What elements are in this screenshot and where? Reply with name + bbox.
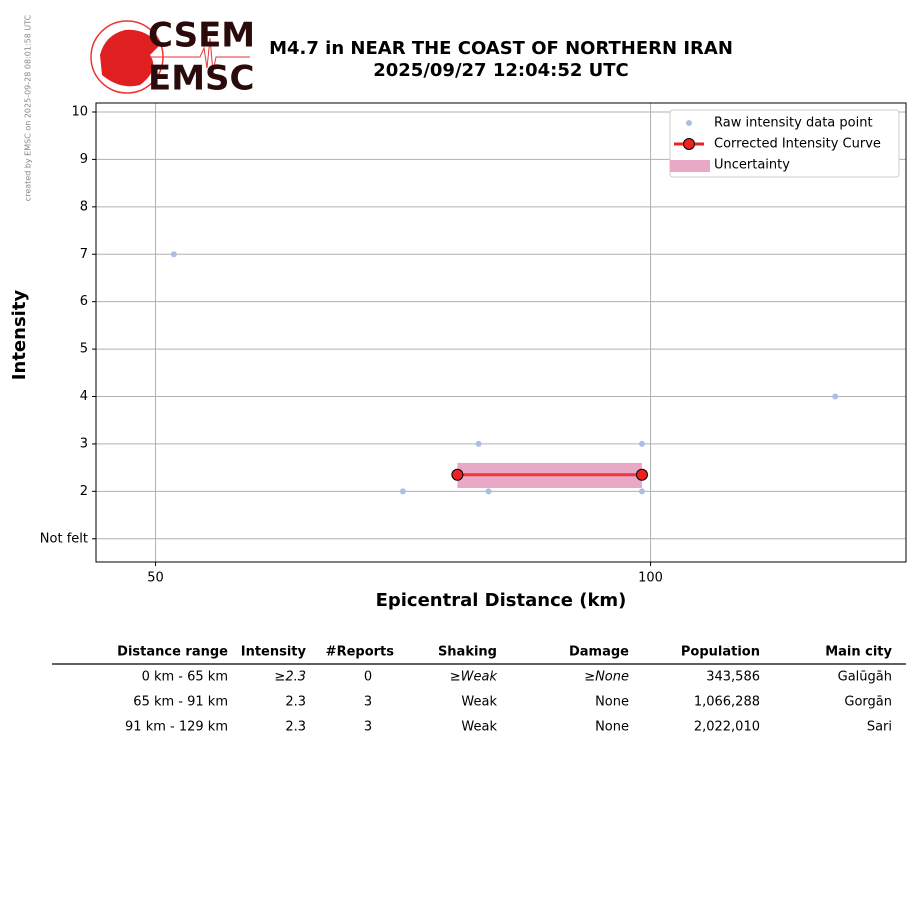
y-tick-label: 4 [80,389,88,404]
legend-label: Uncertainty [714,158,790,173]
table-cell: 2,022,010 [694,720,760,735]
data-point [170,251,177,258]
table-cell: 0 km - 65 km [142,670,228,685]
data-point [832,393,839,400]
logo: CSEM EMSC [90,16,255,99]
table-cell: 2.3 [285,695,306,710]
table-cell: ≥None [584,670,629,685]
y-tick-label: 3 [80,436,88,451]
y-axis-label: Intensity [9,290,30,381]
table-cell: 91 km - 129 km [125,720,228,735]
y-tick-label: 7 [80,247,88,262]
y-tick-label: 5 [80,342,88,357]
data-point [399,488,406,495]
legend-label: Raw intensity data point [714,116,873,131]
data-point [638,488,645,495]
curve-marker [635,468,648,481]
table-cell: 3 [364,720,372,735]
data-point [475,440,482,447]
chart-subtitle: 2025/09/27 12:04:52 UTC [373,60,629,81]
table-header: Shaking [438,645,497,660]
table-cell: 0 [364,670,372,685]
table-header: #Reports [326,645,395,660]
y-tick-label: 10 [71,105,88,120]
table-cell: Sari [867,720,892,735]
x-axis-label: Epicentral Distance (km) [376,590,627,611]
table-cell: None [595,720,629,735]
y-tick-label: 9 [80,152,88,167]
legend-swatch [683,138,695,150]
table-cell: ≥2.3 [274,670,306,685]
table-header: Distance range [117,645,228,660]
logo-top: CSEM [148,16,255,56]
table-header: Population [681,645,760,660]
table-cell: Weak [461,695,497,710]
x-tick-label: 50 [147,571,164,586]
y-tick-label: 6 [80,294,88,309]
credit: created by EMSC on 2025-09-28 08:01:58 U… [24,14,33,201]
y-tick-label: 8 [80,199,88,214]
table-header: Main city [825,645,892,660]
logo-bottom: EMSC [148,59,255,99]
table-cell: Weak [461,720,497,735]
data-point [485,488,492,495]
x-tick-label: 100 [638,571,663,586]
table-cell: Gorgān [844,695,892,710]
logo-wave [150,37,250,73]
table-cell: Galūgāh [838,670,892,685]
table-cell: 2.3 [285,720,306,735]
data-point [638,440,645,447]
legend-label: Corrected Intensity Curve [714,137,881,152]
table-cell: None [595,695,629,710]
legend-box [669,109,900,178]
table-header: Intensity [241,645,307,660]
legend-swatch [686,120,692,126]
table-cell: 1,066,288 [694,695,760,710]
logo-map [100,29,160,87]
table-cell: ≥Weak [450,670,498,685]
curve-marker [451,468,464,481]
y-tick-label: Not felt [40,531,88,546]
chart-title: M4.7 in NEAR THE COAST OF NORTHERN IRAN [269,38,733,59]
plot-frame [95,102,907,563]
table-header: Damage [569,645,629,660]
table-cell: 343,586 [706,670,760,685]
legend-swatch [670,160,710,172]
y-tick-label: 2 [80,484,88,499]
table-cell: 3 [364,695,372,710]
table-cell: 65 km - 91 km [133,695,228,710]
